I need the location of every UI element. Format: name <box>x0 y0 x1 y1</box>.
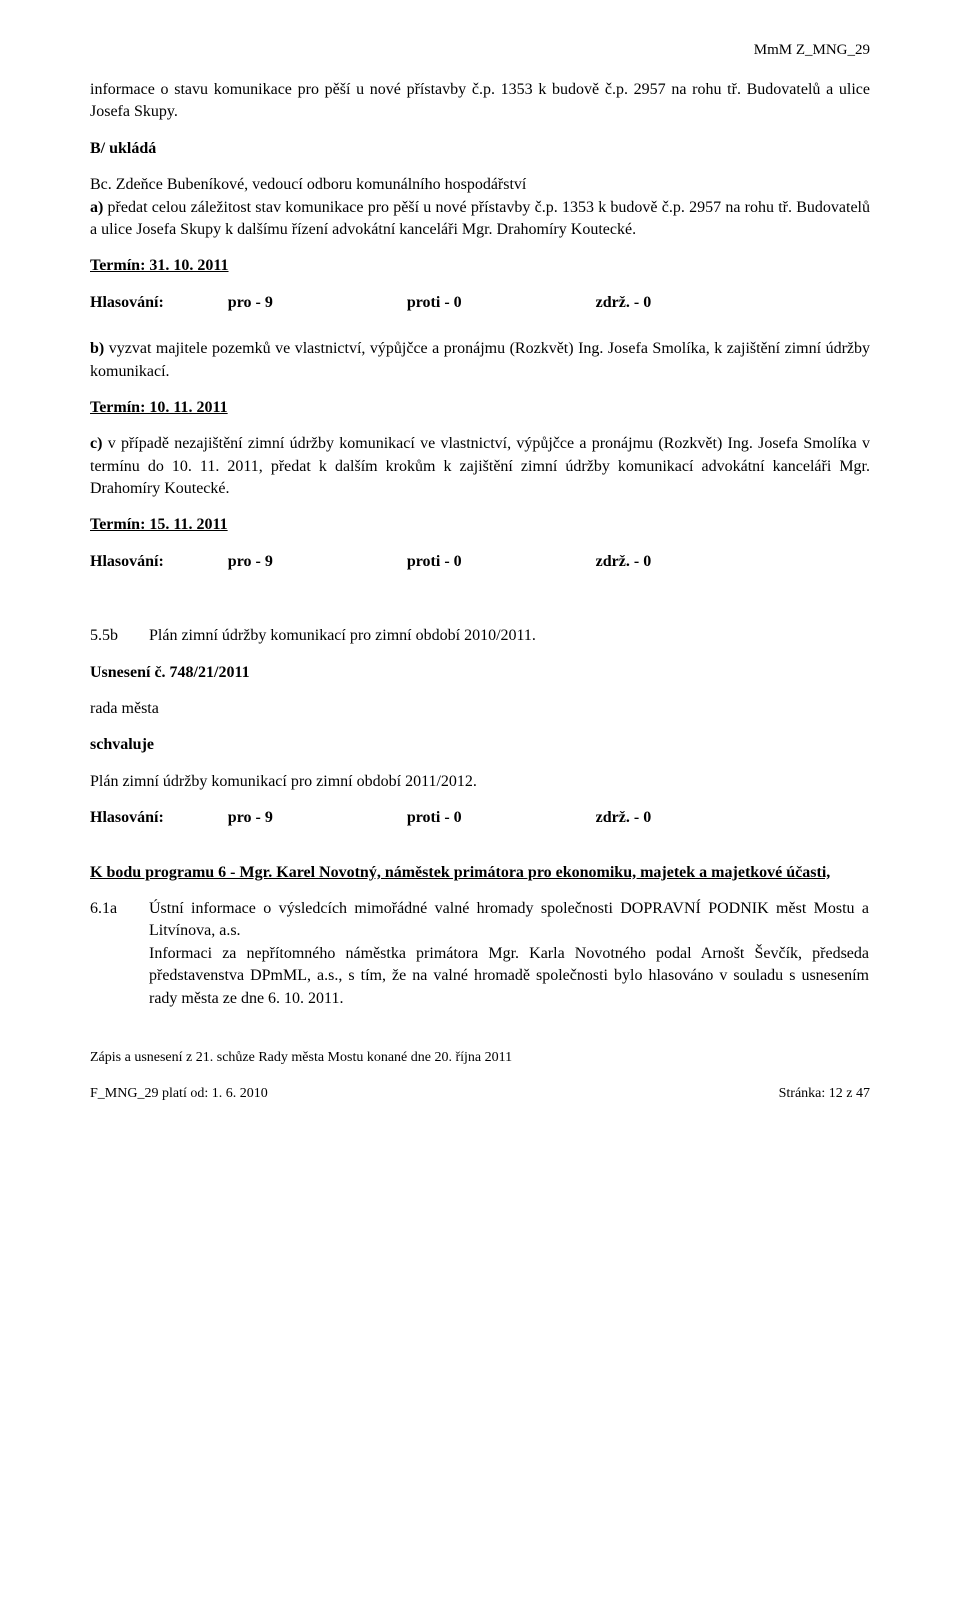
vote-zdrz: zdrž. - 0 <box>596 809 652 826</box>
vote-pro: pro - 9 <box>228 553 273 570</box>
schvaluje-label: schvaluje <box>90 734 870 756</box>
section-5b-row: 5.5b Plán zimní údržby komunikací pro zi… <box>90 625 870 647</box>
uklada-label: B/ ukládá <box>90 138 870 160</box>
vote-label: Hlasování: <box>90 809 164 826</box>
section-5b-title: Plán zimní údržby komunikací pro zimní o… <box>149 627 536 644</box>
item-6-1a-line1: Ústní informace o výsledcích mimořádné v… <box>149 900 869 939</box>
intro-paragraph: informace o stavu komunikace pro pěší u … <box>90 79 870 124</box>
item-a-label: a) <box>90 199 103 216</box>
assignee-line: Bc. Zdeňce Bubeníkové, vedoucí odboru ko… <box>90 176 526 193</box>
item-b-text: vyzvat majitele pozemků ve vlastnictví, … <box>90 340 870 379</box>
plan-paragraph: Plán zimní údržby komunikací pro zimní o… <box>90 771 870 793</box>
doc-code-header: MmM Z_MNG_29 <box>90 40 870 61</box>
vote-row-1: Hlasování: pro - 9 proti - 0 zdrž. - 0 <box>90 292 870 314</box>
footer-right: Stránka: 12 z 47 <box>779 1084 870 1104</box>
vote-proti: proti - 0 <box>407 294 462 311</box>
item-6-1a: 6.1a Ústní informace o výsledcích mimořá… <box>90 898 870 1010</box>
item-c-paragraph: c) v případě nezajištění zimní údržby ko… <box>90 433 870 500</box>
item-6-1a-num: 6.1a <box>90 898 145 920</box>
vote-proti: proti - 0 <box>407 809 462 826</box>
vote-row-3: Hlasování: pro - 9 proti - 0 zdrž. - 0 <box>90 807 870 829</box>
footer-meeting-line: Zápis a usnesení z 21. schůze Rady města… <box>90 1048 870 1068</box>
vote-zdrz: zdrž. - 0 <box>596 294 652 311</box>
vote-label: Hlasování: <box>90 553 164 570</box>
termin-3: Termín: 15. 11. 2011 <box>90 514 870 536</box>
vote-pro: pro - 9 <box>228 294 273 311</box>
item-b-paragraph: b) vyzvat majitele pozemků ve vlastnictv… <box>90 338 870 383</box>
item-c-label: c) <box>90 435 102 452</box>
vote-label: Hlasování: <box>90 294 164 311</box>
item-6-1a-line2: Informaci za nepřítomného náměstka primá… <box>149 945 869 1007</box>
item-c-text: v případě nezajištění zimní údržby komun… <box>90 435 870 497</box>
item-b-label: b) <box>90 340 104 357</box>
vote-proti: proti - 0 <box>407 553 462 570</box>
page-footer: Zápis a usnesení z 21. schůze Rady města… <box>90 1048 870 1103</box>
vote-pro: pro - 9 <box>228 809 273 826</box>
termin-1: Termín: 31. 10. 2011 <box>90 255 870 277</box>
termin-2: Termín: 10. 11. 2011 <box>90 397 870 419</box>
assignment-paragraph: Bc. Zdeňce Bubeníkové, vedoucí odboru ko… <box>90 174 870 241</box>
section-5b-num: 5.5b <box>90 625 145 647</box>
vote-zdrz: zdrž. - 0 <box>596 553 652 570</box>
item-a-text: předat celou záležitost stav komunikace … <box>90 199 870 238</box>
k-bodu-6-heading: K bodu programu 6 - Mgr. Karel Novotný, … <box>90 862 870 884</box>
footer-left: F_MNG_29 platí od: 1. 6. 2010 <box>90 1084 268 1104</box>
usneseni-number: Usnesení č. 748/21/2011 <box>90 662 870 684</box>
vote-row-2: Hlasování: pro - 9 proti - 0 zdrž. - 0 <box>90 551 870 573</box>
rada-mesta: rada města <box>90 698 870 720</box>
